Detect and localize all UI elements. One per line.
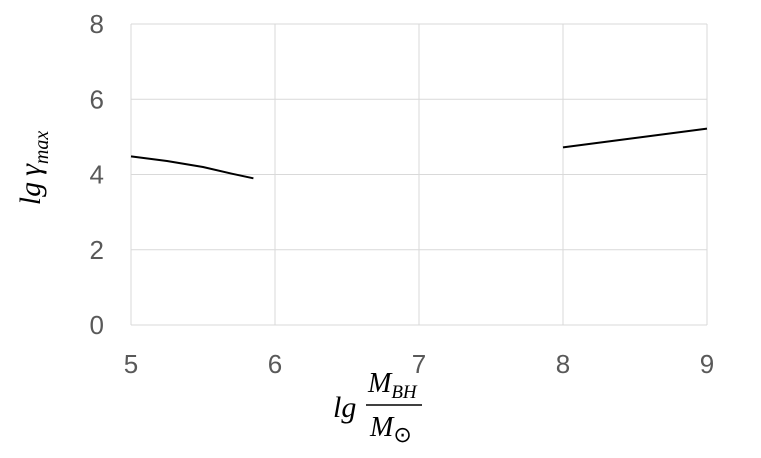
x-axis-label: lg MBH M⊙ bbox=[333, 368, 422, 447]
y-tick-label: 0 bbox=[90, 310, 104, 340]
y-tick-label: 4 bbox=[90, 160, 104, 190]
y-axis-label: lg γmax bbox=[14, 131, 53, 206]
x-tick-label: 7 bbox=[412, 349, 426, 379]
grid bbox=[130, 23, 708, 326]
tick-labels: 5 6 7 8 9 0 2 4 6 8 bbox=[90, 9, 715, 379]
series-line-1 bbox=[130, 155, 254, 180]
x-tick-label: 8 bbox=[556, 349, 570, 379]
x-tick-label: 9 bbox=[700, 349, 714, 379]
y-tick-label: 2 bbox=[90, 235, 104, 265]
x-axis-label-denominator: M⊙ bbox=[369, 412, 412, 447]
x-tick-label: 6 bbox=[268, 349, 282, 379]
y-axis-label-prefix: lg bbox=[14, 182, 47, 205]
y-tick-label: 8 bbox=[90, 9, 104, 39]
series-line-2 bbox=[562, 127, 708, 149]
y-axis-label-symbol: γ bbox=[14, 163, 47, 176]
svg-text:lgγmax: lg γmax bbox=[14, 131, 53, 206]
series-lines bbox=[130, 127, 708, 180]
x-axis-label-numerator: MBH bbox=[367, 368, 418, 403]
x-tick-label: 5 bbox=[124, 349, 138, 379]
x-axis-label-prefix: lg bbox=[333, 391, 356, 424]
y-tick-label: 6 bbox=[90, 84, 104, 114]
y-axis-label-sub: max bbox=[31, 131, 53, 164]
